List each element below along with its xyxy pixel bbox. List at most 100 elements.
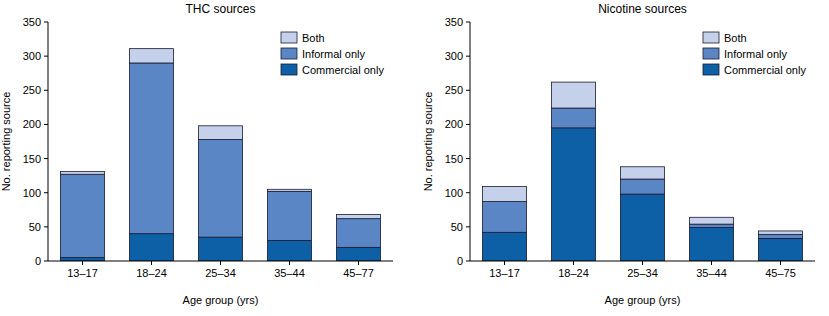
y-tick [466,192,470,193]
x-tick-label: 18–24 [136,267,167,279]
y-tick-label: 0 [457,255,463,267]
bar-segment [620,167,664,179]
y-tick [466,56,470,57]
bar-segment [482,202,526,233]
x-tick [358,261,359,265]
x-tick-label: 25–34 [205,267,236,279]
x-tick [711,261,712,265]
bars [482,82,802,261]
x-tick-label: 35–44 [274,267,305,279]
x-tick-label: 25–34 [627,267,658,279]
bar-segment [60,258,104,261]
bar-segment [267,241,311,261]
bar-segment [689,217,733,224]
bar-segment [689,224,733,227]
y-tick-label: 100 [445,187,463,199]
legend: Both Informal only Commercial only [281,32,384,76]
bar-segment [551,82,595,108]
x-tick [289,261,290,265]
x-tick [780,261,781,265]
bar-segment [336,247,380,261]
y-tick-label: 200 [23,118,41,130]
bar-segment [198,126,242,140]
x-tick-label: 18–24 [558,267,589,279]
legend-label: Informal only [724,48,787,60]
bar-segment [551,128,595,261]
y-tick [44,124,48,125]
y-tick [44,226,48,227]
x-label: Age group (yrs) [605,294,681,306]
legend-label: Commercial only [724,64,806,76]
bar-segment [620,194,664,261]
x-tick-label: 45–75 [765,267,796,279]
y-tick-label: 350 [23,16,41,28]
title: Nicotine sources [598,2,687,16]
legend-label: Commercial only [302,64,384,76]
x-tick [573,261,574,265]
bar-segment [60,174,104,257]
chart: Nicotine sourcesNo. reporting sourceAge … [422,2,815,306]
y-label: No. reporting source [0,92,12,192]
legend-swatch [281,64,297,75]
x-tick [151,261,152,265]
y-tick-label: 0 [35,255,41,267]
bar-segment [551,108,595,128]
y-tick [466,158,470,159]
legend-swatch [281,32,297,43]
x-label: Age group (yrs) [183,294,259,306]
x-tick-label: 35–44 [696,267,727,279]
x-tick [220,261,221,265]
y-tick-label: 150 [23,153,41,165]
bar-segment [60,172,104,175]
y-tick-label: 300 [23,50,41,62]
x-tick-label: 45–77 [343,267,374,279]
bar-segment [689,228,733,261]
y-tick [44,22,48,23]
bar-segment [129,49,173,63]
legend-label: Informal only [302,48,365,60]
bar-segment [267,189,311,191]
y-tick [466,226,470,227]
legend-swatch [703,32,719,43]
bar-segment [758,238,802,261]
y-tick-label: 300 [445,50,463,62]
legend-swatch [281,48,297,59]
y-tick [44,158,48,159]
bar-segment [198,237,242,261]
bar-segment [620,179,664,194]
x-tick-label: 13–17 [67,267,98,279]
y-tick-label: 350 [445,16,463,28]
legend-label: Both [724,32,747,44]
y-tick-label: 50 [29,221,41,233]
legend: Both Informal only Commercial only [703,32,806,76]
bar-segment [336,215,380,219]
y-tick-label: 250 [23,84,41,96]
bar-segment [336,219,380,248]
x-axis [470,261,815,262]
bar-segment [129,63,173,234]
bar-segment [758,231,802,234]
x-axis [48,261,393,262]
bars [60,49,380,261]
legend-label: Both [302,32,325,44]
y-axis [48,22,49,261]
x-tick [504,261,505,265]
chart: THC sources No. reporting source Age group… [0,2,393,306]
y-tick-label: 200 [445,118,463,130]
bar-segment [267,191,311,240]
y-tick [466,124,470,125]
y-tick [44,56,48,57]
legend-swatch [703,64,719,75]
title: THC sources [185,2,255,16]
y-tick [44,192,48,193]
x-tick [642,261,643,265]
y-axis [470,22,471,261]
y-tick-label: 250 [445,84,463,96]
y-tick-label: 150 [445,153,463,165]
bar-segment [482,232,526,261]
bar-segment [129,234,173,261]
y-tick [466,22,470,23]
bar-segment [758,234,802,238]
y-tick-label: 100 [23,187,41,199]
y-tick [466,261,470,262]
